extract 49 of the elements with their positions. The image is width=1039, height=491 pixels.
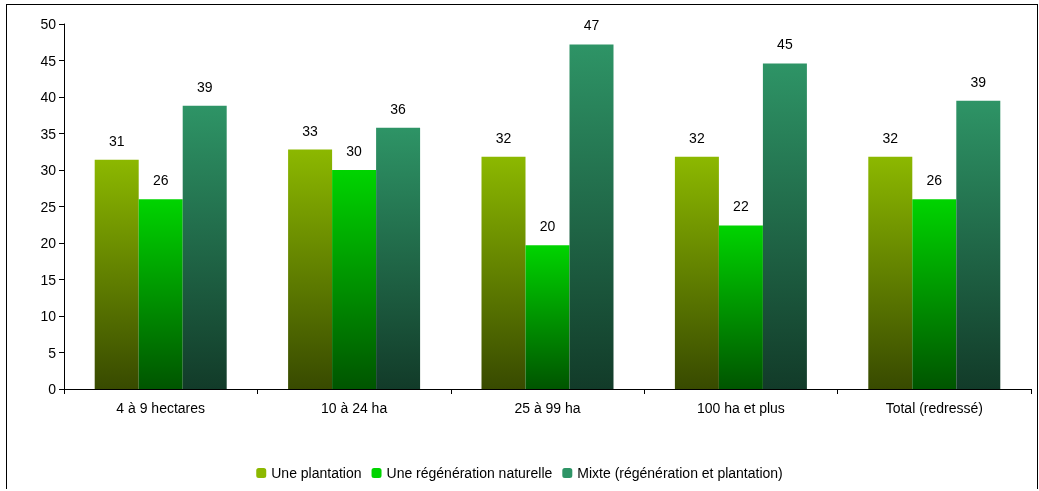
bar bbox=[674, 156, 719, 389]
y-tick-label: 0 bbox=[48, 381, 57, 397]
data-label: 39 bbox=[196, 78, 213, 95]
data-label: 47 bbox=[583, 17, 600, 34]
bar bbox=[94, 159, 139, 389]
y-tick-label: 30 bbox=[40, 162, 57, 178]
data-label: 32 bbox=[882, 129, 899, 146]
data-label: 30 bbox=[346, 143, 363, 159]
data-label: 22 bbox=[733, 198, 749, 215]
bar bbox=[481, 156, 526, 389]
bar bbox=[956, 100, 1001, 389]
bar bbox=[868, 156, 913, 389]
bar bbox=[718, 225, 763, 389]
bar bbox=[138, 199, 183, 389]
x-tick-label: Total (redressé) bbox=[885, 400, 983, 416]
y-tick-label: 10 bbox=[40, 308, 57, 324]
bar bbox=[182, 105, 227, 389]
bar bbox=[332, 170, 377, 389]
y-tick-label: 15 bbox=[40, 271, 57, 288]
legend-label: Une régénération naturelle bbox=[386, 465, 553, 481]
y-tick-label: 40 bbox=[40, 89, 57, 105]
data-label: 26 bbox=[926, 172, 943, 189]
bar bbox=[912, 199, 957, 389]
data-label: 32 bbox=[689, 129, 705, 146]
bar bbox=[762, 63, 807, 389]
data-label: 33 bbox=[302, 122, 319, 139]
data-label: 32 bbox=[495, 129, 512, 146]
y-tick-label: 5 bbox=[48, 344, 57, 361]
x-tick-label: 100 ha et plus bbox=[696, 400, 785, 416]
x-tick-label: 10 à 24 ha bbox=[321, 400, 388, 416]
y-tick-label: 25 bbox=[40, 198, 57, 215]
data-label: 36 bbox=[390, 100, 407, 117]
data-label: 20 bbox=[539, 218, 556, 235]
data-label: 45 bbox=[777, 36, 793, 53]
legend-label: Une plantation bbox=[271, 465, 362, 481]
y-tick-label: 45 bbox=[40, 52, 57, 69]
y-tick-label: 35 bbox=[40, 125, 57, 142]
bar bbox=[569, 44, 614, 389]
x-tick-label: 25 à 99 ha bbox=[514, 400, 581, 416]
x-tick-label: 4 à 9 hectares bbox=[116, 400, 206, 416]
legend-label: Mixte (régénération et plantation) bbox=[577, 465, 783, 481]
y-tick-label: 20 bbox=[40, 235, 57, 251]
bar bbox=[376, 127, 421, 389]
bar bbox=[525, 245, 570, 389]
data-label: 31 bbox=[108, 132, 125, 149]
y-tick-label: 50 bbox=[40, 16, 57, 32]
bar bbox=[288, 149, 333, 389]
data-label: 39 bbox=[970, 73, 987, 90]
data-label: 26 bbox=[152, 172, 169, 189]
